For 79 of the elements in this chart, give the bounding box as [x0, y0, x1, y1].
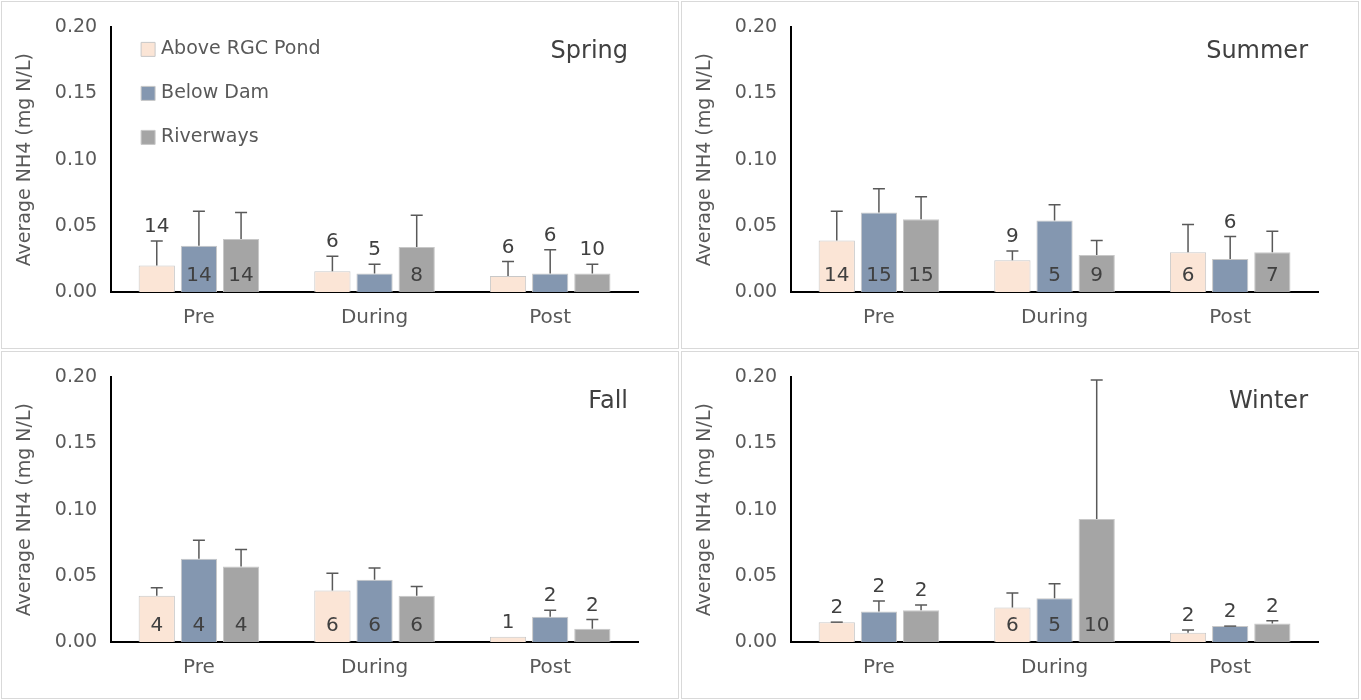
- annotation: 14: [186, 262, 212, 287]
- annotation: 6: [501, 233, 515, 258]
- y-tick-label: 0.10: [734, 496, 778, 519]
- annotation: 2: [1181, 602, 1195, 627]
- annotation: 2: [872, 573, 886, 598]
- y-tick-label: 0.10: [54, 146, 98, 169]
- y-tick-label: 0.05: [54, 562, 98, 585]
- annotation: 5: [1048, 612, 1061, 637]
- legend-label: Above RGC Pond: [161, 36, 321, 59]
- y-tick-label: 0.20: [54, 364, 98, 387]
- y-tick-label: 0.15: [734, 430, 778, 453]
- annotation: 14: [144, 213, 170, 238]
- x-tick-label: Pre: [183, 654, 215, 679]
- annotation: 2: [830, 594, 844, 619]
- x-tick-label: During: [1020, 654, 1089, 679]
- annotation: 15: [866, 262, 892, 287]
- annotation: 8: [410, 262, 424, 287]
- annotation: 5: [368, 236, 381, 261]
- annotation: 6: [410, 612, 424, 637]
- chart-title: Spring: [550, 35, 628, 64]
- y-tick-label: 0.20: [734, 364, 778, 387]
- annotation: 1: [501, 608, 515, 633]
- y-tick-label: 0.00: [734, 278, 778, 301]
- annotation: 15: [908, 262, 934, 287]
- y-tick-label: 0.10: [54, 496, 98, 519]
- chart-title: Summer: [1206, 35, 1309, 64]
- y-tick-label: 0.10: [734, 146, 778, 169]
- legend-label: Riverways: [161, 124, 259, 147]
- annotation: 7: [1265, 262, 1279, 287]
- x-tick-label: During: [340, 654, 409, 679]
- y-tick-label: 0.05: [734, 562, 778, 585]
- x-tick-label: Post: [529, 654, 572, 679]
- annotation: 6: [543, 221, 557, 246]
- x-tick-label: Pre: [863, 304, 895, 329]
- x-tick-label: Post: [1209, 654, 1252, 679]
- annotation: 10: [1083, 612, 1110, 637]
- y-axis-title: Average NH4 (mg N/L): [12, 53, 35, 267]
- y-tick-label: 0.05: [734, 212, 778, 235]
- y-axis-title: Average NH4 (mg N/L): [12, 403, 35, 617]
- x-tick-label: Pre: [863, 654, 895, 679]
- y-tick-label: 0.05: [54, 212, 98, 235]
- annotation: 9: [1090, 262, 1104, 287]
- annotation: 6: [326, 612, 339, 637]
- annotation: 6: [326, 228, 339, 253]
- y-tick-label: 0.20: [54, 14, 98, 37]
- annotation: 2: [585, 591, 599, 616]
- y-axis-title: Average NH4 (mg N/L): [692, 53, 715, 267]
- y-tick-label: 0.15: [54, 430, 98, 453]
- x-tick-label: During: [340, 304, 409, 329]
- y-tick-label: 0.00: [54, 278, 98, 301]
- y-tick-label: 0.00: [54, 628, 98, 651]
- annotation: 4: [192, 612, 206, 637]
- chart-title: Winter: [1228, 385, 1309, 414]
- annotation: 2: [914, 577, 928, 602]
- annotation: 6: [1006, 612, 1019, 637]
- annotation: 14: [824, 262, 850, 287]
- y-tick-label: 0.00: [734, 628, 778, 651]
- legend-label: Below Dam: [161, 80, 270, 103]
- annotation: 14: [228, 262, 254, 287]
- y-tick-label: 0.15: [734, 80, 778, 103]
- annotation: 4: [150, 612, 164, 637]
- annotation: 2: [1265, 593, 1279, 618]
- annotation: 6: [1223, 208, 1237, 233]
- annotation: 9: [1006, 223, 1019, 248]
- annotation: 2: [543, 582, 557, 607]
- annotation: 6: [368, 612, 381, 637]
- annotation: 6: [1181, 262, 1195, 287]
- x-tick-label: Pre: [183, 304, 215, 329]
- x-tick-label: Post: [1209, 304, 1252, 329]
- chart-title: Fall: [588, 385, 628, 414]
- annotation: 2: [1223, 598, 1237, 623]
- y-tick-label: 0.20: [734, 14, 778, 37]
- x-tick-label: During: [1020, 304, 1089, 329]
- x-tick-label: Post: [529, 304, 572, 329]
- y-axis-title: Average NH4 (mg N/L): [692, 403, 715, 617]
- annotation: 10: [579, 236, 606, 261]
- annotation: 5: [1048, 262, 1061, 287]
- annotation: 4: [234, 612, 248, 637]
- y-tick-label: 0.15: [54, 80, 98, 103]
